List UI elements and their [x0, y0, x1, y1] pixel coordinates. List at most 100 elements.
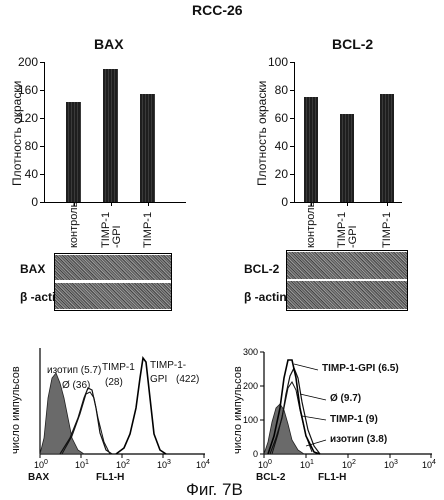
bcl2-chart-ytick-mark: [290, 202, 294, 203]
bax-empty-curve: [59, 387, 113, 455]
bcl2-hist-y-tick-labels: 0 100 200 300: [243, 347, 258, 459]
bax-hist-x-ticks: [39, 454, 205, 458]
bax-chart-x-axis: [44, 202, 186, 203]
svg-text:104: 104: [196, 459, 210, 470]
bax-chart-category-label: -GPI: [110, 225, 123, 248]
bcl2-ytick-1: 100: [243, 415, 258, 425]
bcl2-chart-bar: [380, 94, 394, 202]
bcl2-chart-ytick-mark: [290, 118, 294, 119]
bcl2-bar-chart: 0 20 40 60 80 100 контроль TIMP-1 -GPI TIMP-1: [222, 0, 444, 260]
bcl2-chart-xtick-mark: [387, 202, 388, 206]
bax-chart-xtick-mark: [73, 202, 75, 206]
svg-text:100: 100: [34, 459, 48, 470]
bax-hist-ylabel: число импульсов: [10, 366, 22, 454]
bax-chart-ytick-label: 120: [17, 111, 38, 125]
bcl2-chart-title: BCL-2: [332, 36, 374, 52]
bax-blot-image: [54, 253, 172, 311]
bcl2-actin-blot-band: [287, 281, 407, 309]
bcl2-blot-image: [286, 250, 408, 311]
bcl2-chart-category-label: контроль: [305, 201, 317, 248]
bax-chart-category-label: контроль: [67, 201, 80, 248]
bcl2-actin-blot-label: β -actin: [244, 290, 287, 304]
bax-blot-band: [55, 255, 171, 280]
bcl2-hist-ylabel: число импульсов: [232, 366, 244, 454]
bcl2-hist-xlabel: BCL-2: [256, 472, 286, 483]
bax-hist-x-tick-labels: 100 101 102 103 104: [34, 459, 210, 470]
svg-text:101: 101: [300, 459, 314, 470]
bcl2-ytick-0: 0: [253, 449, 258, 459]
bax-actin-blot-band: [55, 283, 171, 309]
bax-hist-label-timp1gpi: TIMP-1-: [150, 360, 187, 371]
bax-blot-label: BAX: [20, 262, 46, 276]
bax-chart-ytick-mark: [40, 146, 44, 147]
bcl2-chart-ytick-label: 100: [267, 55, 288, 69]
bax-chart-ytick-label: 40: [24, 167, 38, 181]
svg-text:103: 103: [384, 459, 398, 470]
bax-chart-ytick-mark: [40, 174, 44, 175]
bax-chart-title: BAX: [94, 36, 124, 52]
bcl2-hist-label-lines: [293, 363, 327, 447]
bcl2-chart-bar: [340, 113, 354, 202]
bax-chart-ytick-label: 200: [17, 55, 38, 69]
bcl2-chart-y-axis: [294, 62, 295, 202]
svg-text:101: 101: [75, 459, 89, 470]
bax-chart-ytick-mark: [40, 202, 44, 203]
bcl2-blot-label: BCL-2: [244, 262, 280, 276]
bcl2-chart-ytick-label: 20: [274, 167, 288, 181]
bax-chart-bar: [103, 69, 118, 202]
bcl2-chart-ytick-mark: [290, 146, 294, 147]
svg-text:104: 104: [422, 459, 436, 470]
bcl2-chart-xtick-mark: [347, 202, 348, 206]
bax-hist-label-empty: Ø (36): [62, 380, 91, 391]
svg-text:102: 102: [116, 459, 130, 470]
bax-chart-ytick-mark: [40, 118, 44, 119]
bax-timp1-curve: [61, 391, 111, 455]
bcl2-chart-x-axis: [294, 202, 402, 203]
bcl2-hist-y-ticks: [260, 351, 264, 455]
bax-hist-xlabel: BAX: [28, 472, 50, 483]
bcl2-hist-axis-name: FL1-H: [318, 472, 347, 483]
bcl2-chart-ytick-label: 80: [274, 83, 288, 97]
bax-chart-ytick-mark: [40, 62, 44, 63]
page-title: RCC-26: [192, 2, 243, 18]
bcl2-ytick-2: 200: [243, 381, 258, 391]
svg-text:100: 100: [258, 459, 272, 470]
bax-chart-bar: [66, 101, 81, 202]
bcl2-hist-x-ticks: [263, 454, 432, 458]
bcl2-chart-ytick-label: 0: [281, 195, 288, 209]
bcl2-chart-xtick-mark: [311, 202, 312, 206]
bcl2-timp1gpi-curve: [267, 359, 321, 455]
bax-actin-blot-label: β -actin: [20, 290, 63, 304]
bax-hist-label-timp1gpi-2: GPI: [150, 374, 168, 385]
bax-chart-xtick-mark: [110, 202, 112, 206]
bcl2-hist-label-isotype: изотип (3.8): [330, 434, 388, 445]
svg-text:103: 103: [157, 459, 171, 470]
bcl2-chart-ytick-label: 60: [274, 111, 288, 125]
bax-chart-bar: [140, 93, 155, 202]
bax-hist-label-timp1gpi-value: (422): [176, 374, 200, 385]
bax-chart-ytick-label: 160: [17, 83, 38, 97]
bax-chart-ytick-label: 0: [31, 195, 38, 209]
bax-hist-label-isotype: изотип (5.7): [47, 365, 102, 376]
bax-isotype-curve: [39, 372, 86, 455]
bax-chart-ytick-label: 80: [24, 139, 38, 153]
bcl2-hist-label-empty: Ø (9.7): [330, 393, 362, 404]
bcl2-chart-ytick-mark: [290, 62, 294, 63]
bcl2-chart-ytick-mark: [290, 174, 294, 175]
bax-hist-axis-name: FL1-H: [96, 472, 125, 483]
bax-hist-label-timp1: TIMP-1: [102, 362, 135, 373]
bcl2-ytick-3: 300: [243, 347, 258, 357]
bax-chart-xtick-mark: [147, 202, 149, 206]
bcl2-blot-band: [287, 252, 407, 279]
bax-flow-histogram: 100 101 102 103 104: [34, 348, 210, 470]
bax-chart-category-label: TIMP-1: [99, 211, 112, 248]
bax-bar-chart: 0 40 80 120 160 200 контроль TIMP-1 -GPI TIMP-1: [0, 0, 222, 260]
bax-chart-y-axis: [44, 62, 45, 202]
bax-chart-category-label: TIMP-1: [141, 211, 154, 248]
bcl2-flow-histogram: 0 100 200 300 100 101 102 103 104: [243, 347, 436, 470]
bcl2-chart-ytick-mark: [290, 90, 294, 91]
figure-caption: Фиг. 7В: [186, 480, 243, 499]
bcl2-chart-category-label: TIMP-1: [381, 211, 393, 248]
bcl2-chart-bar: [304, 97, 318, 202]
bcl2-chart-ytick-label: 40: [274, 139, 288, 153]
